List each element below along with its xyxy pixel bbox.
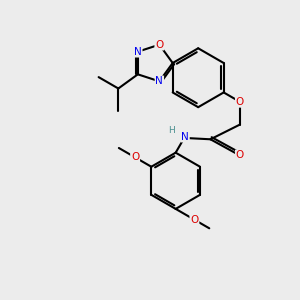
Text: H: H — [168, 126, 175, 135]
Text: N: N — [155, 76, 163, 86]
Text: O: O — [236, 97, 244, 107]
Text: N: N — [134, 47, 142, 57]
Text: N: N — [181, 132, 189, 142]
Text: O: O — [190, 215, 199, 225]
Text: O: O — [155, 40, 164, 50]
Text: O: O — [131, 152, 139, 162]
Text: O: O — [236, 150, 244, 161]
